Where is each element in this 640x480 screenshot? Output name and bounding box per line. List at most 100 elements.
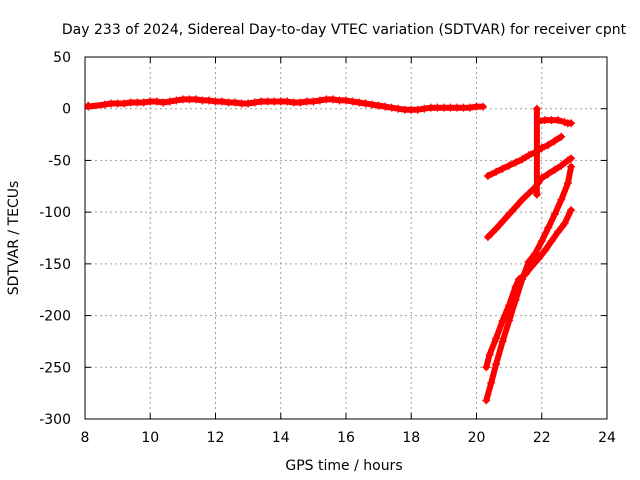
y-tick-label: 50	[53, 50, 71, 66]
data-point	[342, 96, 350, 105]
data-point	[532, 190, 541, 199]
data-point	[244, 99, 253, 108]
data-point	[139, 98, 148, 107]
data-point	[567, 206, 576, 215]
data-point	[544, 140, 553, 149]
data-point	[492, 360, 501, 369]
data-point	[534, 254, 543, 263]
data-point	[368, 100, 377, 109]
y-tick-label: -200	[39, 309, 71, 325]
data-point	[465, 103, 474, 112]
data-point	[361, 99, 370, 108]
data-point	[537, 237, 546, 246]
data-points	[84, 95, 576, 405]
data-point	[283, 97, 292, 106]
data-point	[511, 296, 520, 305]
x-tick-label: 18	[402, 430, 420, 446]
data-point	[550, 165, 559, 174]
data-point	[159, 98, 168, 107]
data-point	[328, 95, 337, 104]
grid-lines	[85, 57, 607, 419]
data-point	[505, 210, 514, 219]
data-point	[355, 98, 364, 107]
data-point	[524, 151, 533, 160]
y-tick-label: -100	[39, 205, 71, 221]
x-tick-label: 22	[533, 430, 551, 446]
data-point	[492, 334, 501, 343]
x-tick-label: 16	[337, 430, 355, 446]
data-point	[218, 97, 227, 106]
chart-title: Day 233 of 2024, Sidereal Day-to-day VTE…	[62, 22, 627, 38]
data-point	[485, 350, 494, 359]
y-tick-labels: -300 -250 -200 -150 -100 -50 0 50	[39, 50, 71, 428]
data-point	[394, 104, 403, 113]
data-point	[381, 102, 390, 111]
data-point	[348, 97, 357, 106]
data-point	[165, 97, 174, 106]
x-tick-label: 10	[141, 430, 159, 446]
data-point	[557, 161, 566, 170]
series-arc-2	[484, 155, 575, 240]
data-point	[550, 136, 559, 145]
y-tick-label: -50	[48, 153, 71, 169]
data-point	[152, 97, 161, 106]
data-point	[387, 103, 396, 112]
data-point	[567, 154, 576, 163]
data-point	[413, 105, 422, 114]
data-point	[309, 97, 318, 106]
data-point	[204, 96, 213, 105]
data-point	[479, 102, 488, 111]
data-point	[544, 223, 553, 232]
data-point	[524, 257, 533, 266]
x-tick-label: 24	[598, 430, 616, 446]
data-point	[231, 98, 240, 107]
data-point	[518, 195, 527, 204]
data-point	[191, 95, 200, 104]
x-tick-label: 8	[81, 430, 90, 446]
data-point	[498, 217, 507, 226]
data-point	[505, 316, 514, 325]
data-point	[498, 164, 507, 173]
data-point	[505, 161, 514, 170]
data-point	[84, 102, 93, 111]
data-point	[492, 224, 501, 233]
data-point	[492, 167, 501, 176]
data-point	[567, 119, 576, 128]
data-point	[120, 99, 129, 108]
data-point	[487, 378, 496, 387]
data-point	[250, 98, 259, 107]
data-point	[315, 96, 324, 105]
x-tick-label: 14	[272, 430, 290, 446]
data-point	[483, 232, 492, 241]
y-axis-label: SDTVAR / TECUs	[6, 181, 22, 296]
x-tick-label: 20	[468, 430, 486, 446]
data-point	[544, 169, 553, 178]
data-point	[511, 202, 520, 211]
data-point	[557, 132, 566, 141]
y-tick-label: -300	[39, 412, 71, 428]
data-point	[531, 249, 540, 258]
data-point	[511, 158, 520, 167]
data-point	[550, 210, 559, 219]
data-point	[541, 246, 550, 255]
data-point	[296, 98, 305, 107]
data-point	[498, 337, 507, 346]
x-tick-labels: 8 10 12 14 16 18 20 22 24	[81, 430, 616, 446]
data-point	[518, 155, 527, 164]
data-point	[532, 104, 541, 113]
data-point	[482, 363, 491, 372]
data-point	[518, 275, 527, 284]
x-axis-label: GPS time / hours	[285, 458, 402, 474]
data-point	[560, 219, 569, 228]
data-point	[420, 104, 429, 113]
data-point	[547, 237, 556, 246]
series-arc-4	[483, 163, 575, 404]
x-tick-label: 12	[207, 430, 225, 446]
data-point	[100, 100, 109, 109]
data-point	[524, 189, 533, 198]
data-point	[554, 227, 563, 236]
y-tick-label: -250	[39, 360, 71, 376]
data-point	[554, 116, 563, 125]
data-point	[563, 179, 572, 188]
